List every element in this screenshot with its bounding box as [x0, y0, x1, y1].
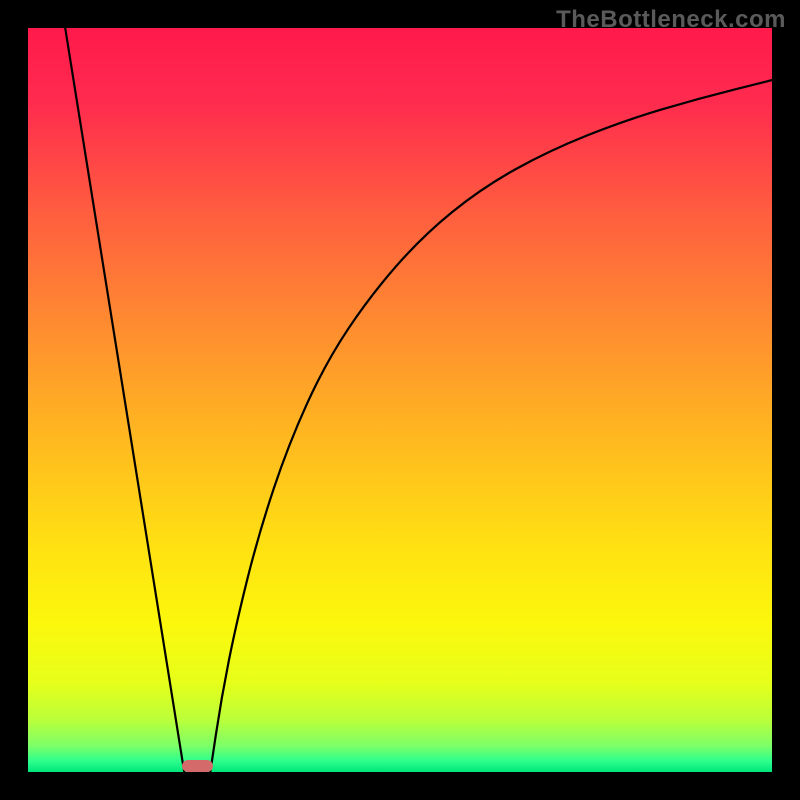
optimal-marker [182, 760, 213, 772]
bottleneck-curve [0, 0, 800, 800]
curve-path [65, 28, 772, 772]
watermark-text: TheBottleneck.com [556, 6, 786, 34]
chart-container: TheBottleneck.com [0, 0, 800, 800]
